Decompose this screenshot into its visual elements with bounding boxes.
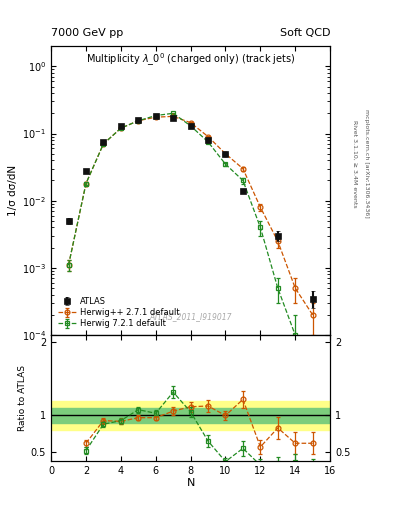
Y-axis label: Ratio to ATLAS: Ratio to ATLAS <box>18 365 27 431</box>
Text: Soft QCD: Soft QCD <box>280 28 330 38</box>
X-axis label: N: N <box>186 478 195 488</box>
Text: ATLAS_2011_I919017: ATLAS_2011_I919017 <box>149 312 232 321</box>
Text: Multiplicity $\lambda\_0^0$ (charged only) (track jets): Multiplicity $\lambda\_0^0$ (charged onl… <box>86 52 296 69</box>
Text: Rivet 3.1.10, ≥ 3.4M events: Rivet 3.1.10, ≥ 3.4M events <box>352 120 357 208</box>
Text: mcplots.cern.ch [arXiv:1306.3436]: mcplots.cern.ch [arXiv:1306.3436] <box>364 110 369 218</box>
Legend: ATLAS, Herwig++ 2.7.1 default, Herwig 7.2.1 default: ATLAS, Herwig++ 2.7.1 default, Herwig 7.… <box>55 295 182 331</box>
Text: 7000 GeV pp: 7000 GeV pp <box>51 28 123 38</box>
Y-axis label: 1/σ dσ/dN: 1/σ dσ/dN <box>8 165 18 216</box>
